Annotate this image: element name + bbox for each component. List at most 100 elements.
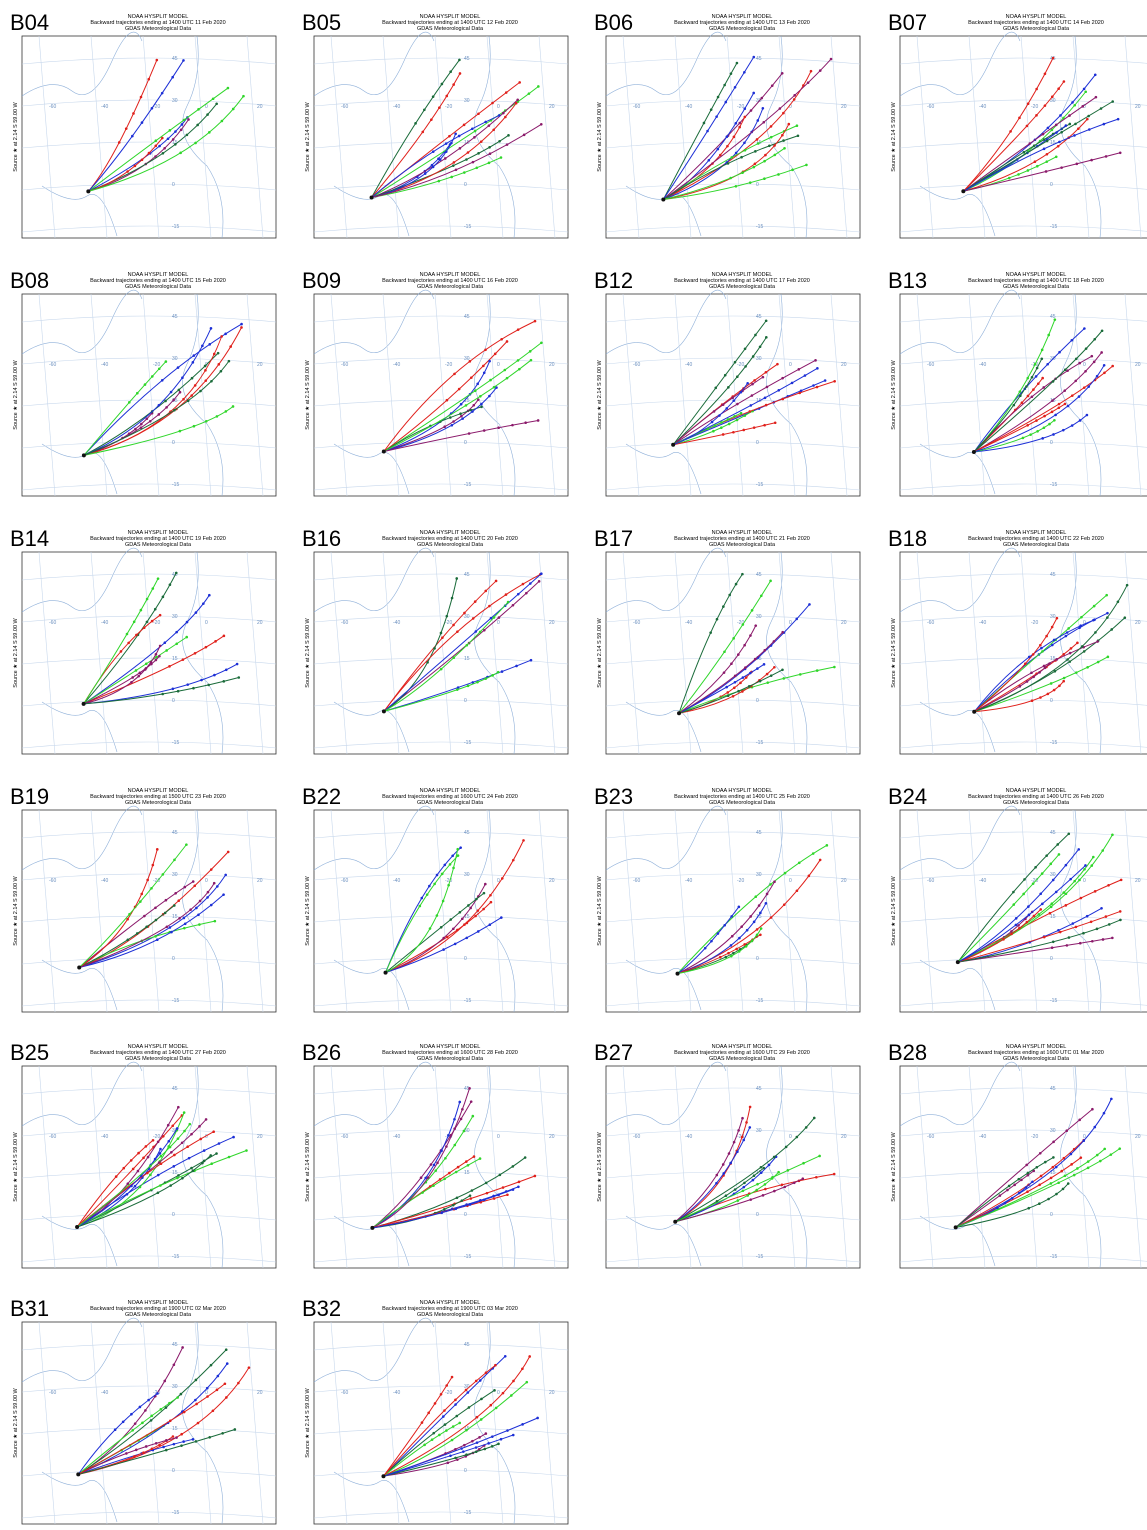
trajectory-point bbox=[127, 642, 130, 645]
data-source: GDAS Meteorological Data bbox=[709, 26, 776, 32]
trajectory-point bbox=[733, 136, 736, 139]
longitude-label: -40 bbox=[979, 878, 986, 884]
trajectory-point bbox=[421, 1191, 424, 1194]
trajectory-point bbox=[510, 1394, 513, 1397]
trajectory-point bbox=[996, 1207, 999, 1210]
trajectory-point bbox=[738, 122, 741, 125]
trajectory-point bbox=[477, 930, 480, 933]
trajectory-point bbox=[158, 367, 161, 370]
trajectory-point bbox=[451, 854, 454, 857]
longitude-label: 0 bbox=[789, 1134, 792, 1140]
trajectory-point bbox=[799, 673, 802, 676]
trajectory-point bbox=[232, 1136, 235, 1139]
data-source: GDAS Meteorological Data bbox=[417, 26, 484, 32]
trajectory-point bbox=[1072, 922, 1075, 925]
trajectory-point bbox=[805, 164, 808, 167]
trajectory-point bbox=[500, 916, 503, 919]
trajectory-point bbox=[1051, 902, 1054, 905]
trajectory-point bbox=[777, 1171, 780, 1174]
trajectory-point bbox=[170, 931, 173, 934]
latitude-label: -15 bbox=[464, 740, 471, 746]
trajectory-point bbox=[131, 135, 134, 138]
data-source: GDAS Meteorological Data bbox=[125, 1312, 192, 1318]
trajectory-point bbox=[1047, 127, 1050, 130]
trajectory-point bbox=[465, 158, 468, 161]
trajectory-point bbox=[759, 345, 762, 348]
trajectory-point bbox=[805, 1126, 808, 1129]
trajectory-point bbox=[168, 1402, 171, 1405]
trajectory-point bbox=[1034, 363, 1037, 366]
trajectory-point bbox=[451, 1439, 454, 1442]
trajectory-point bbox=[172, 399, 175, 402]
trajectory-point bbox=[1039, 696, 1042, 699]
trajectory-point bbox=[186, 134, 189, 137]
longitude-label: -40 bbox=[979, 1134, 986, 1140]
panel-label: B09 bbox=[302, 268, 341, 293]
trajectory-point bbox=[516, 98, 519, 101]
trajectory-point bbox=[423, 108, 426, 111]
trajectory-point bbox=[812, 852, 815, 855]
trajectory-point bbox=[141, 121, 144, 124]
trajectory-point bbox=[427, 1412, 430, 1415]
trajectory-point bbox=[125, 127, 128, 130]
trajectory-point bbox=[1057, 145, 1060, 148]
longitude-label: 0 bbox=[497, 362, 500, 368]
data-source: GDAS Meteorological Data bbox=[1003, 26, 1070, 32]
trajectory-point bbox=[724, 374, 727, 377]
trajectory-point bbox=[236, 663, 239, 666]
trajectory-point bbox=[1099, 1160, 1102, 1163]
trajectory-point bbox=[440, 926, 443, 929]
trajectory-point bbox=[727, 418, 730, 421]
trajectory-point bbox=[182, 59, 185, 62]
trajectory-point bbox=[1058, 853, 1061, 856]
trajectory-point bbox=[459, 911, 462, 914]
trajectory-point bbox=[479, 1157, 482, 1160]
trajectory-point bbox=[762, 376, 765, 379]
longitude-label: -40 bbox=[101, 1134, 108, 1140]
trajectory-point bbox=[475, 1446, 478, 1449]
source-label: Source ★ at 2.14 S 59.00 W bbox=[304, 359, 311, 429]
trajectory-point bbox=[248, 1366, 251, 1369]
trajectory-point bbox=[1105, 594, 1108, 597]
trajectory-point bbox=[195, 907, 198, 910]
trajectory-point bbox=[432, 1184, 435, 1187]
trajectory-point bbox=[742, 1186, 745, 1189]
trajectory-point bbox=[498, 140, 501, 143]
trajectory-point bbox=[458, 388, 461, 391]
panel-label: B14 bbox=[10, 526, 49, 551]
trajectory-point bbox=[431, 1438, 434, 1441]
trajectory-point bbox=[159, 1148, 162, 1151]
trajectory-point bbox=[730, 944, 733, 947]
trajectory-point bbox=[169, 129, 172, 132]
trajectory-point bbox=[766, 893, 769, 896]
trajectory-point bbox=[1119, 919, 1122, 922]
trajectory-point bbox=[726, 135, 729, 138]
trajectory-point bbox=[467, 1164, 470, 1167]
trajectory-point bbox=[777, 389, 780, 392]
trajectory-point bbox=[719, 956, 722, 959]
trajectory-point bbox=[815, 1176, 818, 1179]
trajectory-point bbox=[1058, 684, 1061, 687]
latitude-label: 45 bbox=[756, 56, 762, 62]
trajectory-point bbox=[499, 1174, 502, 1177]
trajectory-point bbox=[461, 917, 464, 920]
trajectory-point bbox=[1027, 102, 1030, 105]
trajectory-point bbox=[1046, 140, 1049, 143]
trajectory-point bbox=[739, 391, 742, 394]
trajectory-point bbox=[454, 943, 457, 946]
trajectory-point bbox=[707, 427, 710, 430]
trajectory-point bbox=[444, 1423, 447, 1426]
trajectory-point bbox=[212, 97, 215, 100]
trajectory-point bbox=[714, 387, 717, 390]
trajectory-point bbox=[736, 62, 739, 65]
trajectory-point bbox=[196, 124, 199, 127]
trajectory-point bbox=[128, 913, 131, 916]
panel: B04NOAA HYSPLIT MODELBackward trajectori… bbox=[10, 10, 276, 238]
trajectory-point bbox=[1071, 394, 1074, 397]
trajectory-point bbox=[713, 410, 716, 413]
trajectory-point bbox=[488, 162, 491, 165]
trajectory-point bbox=[1036, 165, 1039, 168]
longitude-label: -60 bbox=[341, 104, 348, 110]
trajectory-point bbox=[751, 383, 754, 386]
trajectory-point bbox=[178, 917, 181, 920]
